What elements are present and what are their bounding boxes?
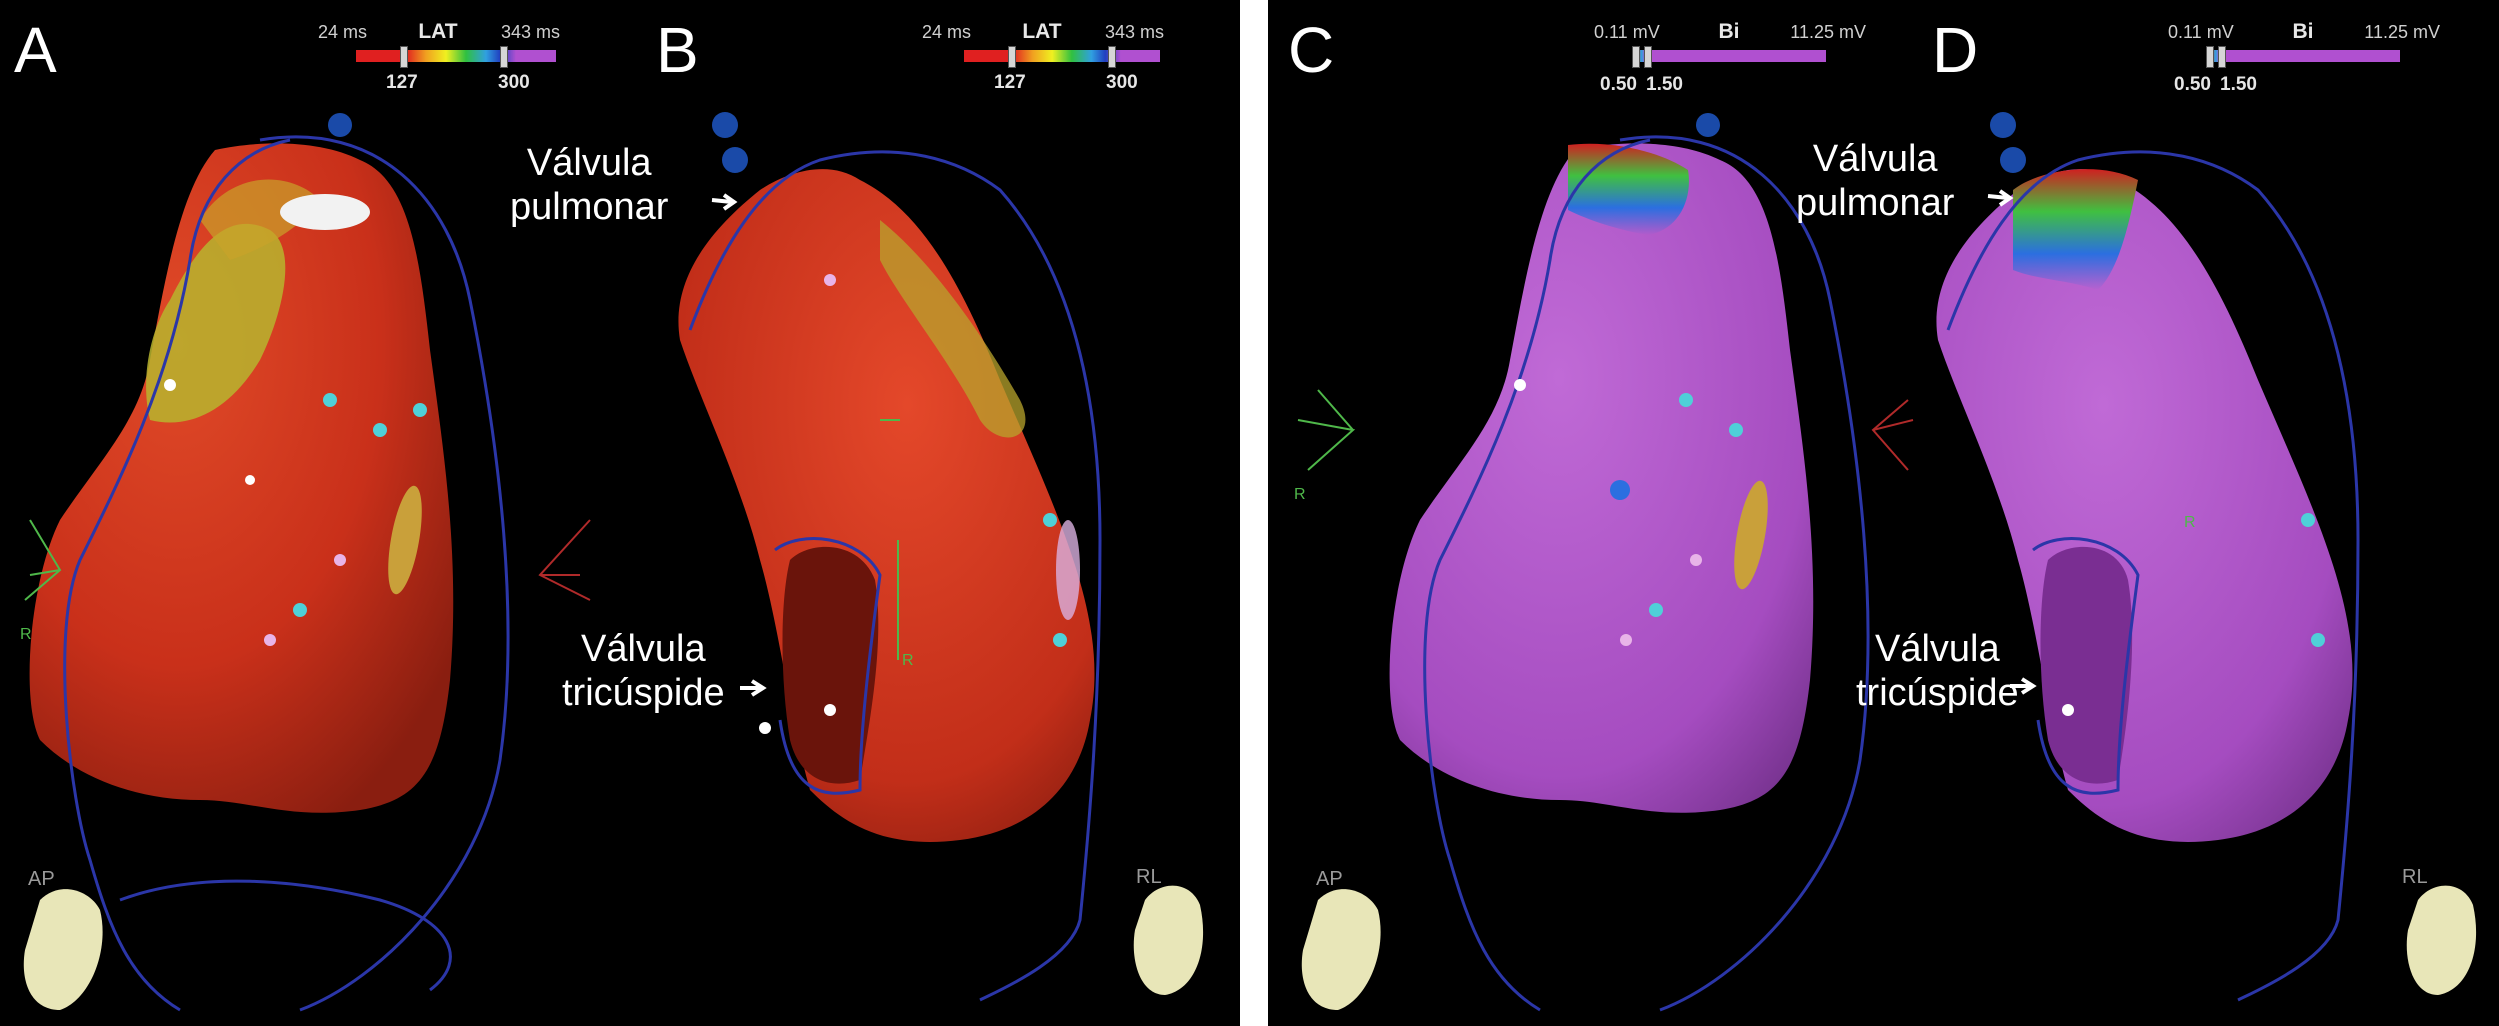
- panel-b-axis-label: R: [902, 652, 914, 669]
- panel-a-lat-scale: 24 ms LAT 343 ms 127 300: [318, 20, 560, 112]
- panel-d-bipolar-scale: 0.11 mV Bi 11.25 mV 0.50 1.50: [2168, 20, 2440, 112]
- panel-d-axis-label: R: [2184, 514, 2196, 531]
- scale-max: 11.25 mV: [2364, 22, 2440, 42]
- lat-map-image: [23, 112, 1204, 1012]
- panel-lat-maps: A B 24 ms LAT 343 ms 127 300 24 ms LAT 3…: [0, 0, 1240, 1026]
- label-line-2: pulmonar: [1796, 181, 1955, 224]
- panel-b-pulmonary-valve-label: Válvula pulmonar: [510, 142, 668, 229]
- lat-color-bar: [964, 50, 1160, 62]
- panel-c-orientation-label: AP: [1316, 868, 1343, 890]
- scale-threshold-low: 0.50: [2174, 74, 2211, 95]
- scale-marker-low: [2206, 46, 2214, 68]
- panel-b-anatomy: [678, 150, 1204, 1002]
- scale-threshold-high: 300: [498, 72, 530, 93]
- lat-color-bar: [356, 50, 556, 62]
- bipolar-map-image: [1297, 112, 2477, 1012]
- scale-threshold-low: 127: [386, 72, 418, 93]
- scale-min: 0.11 mV: [1594, 22, 1660, 42]
- panel-c-axis-label: R: [1294, 486, 1306, 503]
- panel-a-anatomy: [23, 135, 591, 1012]
- panel-d-pulmonary-valve-label: Válvula pulmonar: [1796, 138, 1954, 225]
- scale-marker-low: [1008, 46, 1016, 68]
- scale-min: 24 ms: [318, 22, 368, 42]
- panel-d-orientation-label: RL: [2402, 866, 2428, 888]
- panel-d-letter: D: [1932, 14, 1979, 86]
- mapping-points: [1514, 112, 2325, 716]
- panel-c-letter: C: [1288, 14, 1335, 86]
- label-line-1: Válvula: [1812, 138, 1938, 180]
- panel-c-anatomy: [1297, 135, 1870, 1012]
- label-line-2: pulmonar: [510, 185, 669, 228]
- scale-threshold-high: 1.50: [2220, 74, 2257, 95]
- scale-threshold-high: 300: [1106, 72, 1138, 93]
- scale-title: LAT: [1022, 20, 1062, 43]
- scale-title: Bi: [2292, 20, 2314, 43]
- scale-marker-high: [500, 46, 508, 68]
- panel-b-letter: B: [656, 14, 699, 86]
- label-line-1: Válvula: [526, 142, 652, 184]
- scale-max: 343 ms: [500, 22, 560, 42]
- label-line-2: tricúspide: [562, 671, 725, 714]
- panel-a-orientation-label: AP: [28, 868, 55, 890]
- bipolar-color-bar: [1634, 50, 1826, 62]
- scale-threshold-low: 127: [994, 72, 1026, 93]
- scale-marker-high: [1108, 46, 1116, 68]
- scale-max: 343 ms: [1104, 22, 1164, 42]
- mapping-points: [164, 112, 1067, 734]
- scale-min: 0.11 mV: [2168, 22, 2234, 42]
- scale-title: LAT: [418, 20, 458, 43]
- scale-threshold-low: 0.50: [1600, 74, 1637, 95]
- scale-marker-high: [2218, 46, 2226, 68]
- scale-threshold-high: 1.50: [1646, 74, 1683, 95]
- scale-title: Bi: [1718, 20, 1740, 43]
- panel-a-letter: A: [14, 14, 57, 86]
- scale-max: 11.25 mV: [1790, 22, 1866, 42]
- label-line-1: Válvula: [1875, 628, 2000, 670]
- scale-marker-low: [1632, 46, 1640, 68]
- panel-d-anatomy: [1871, 150, 2477, 1002]
- panel-d-tricuspid-valve-label: Válvula tricúspide: [1856, 628, 2019, 715]
- scale-min: 24 ms: [922, 22, 972, 42]
- scale-marker-low: [400, 46, 408, 68]
- panel-b-lat-scale: 24 ms LAT 343 ms 127 300: [922, 20, 1164, 112]
- panel-a-axis-label: R: [20, 626, 32, 643]
- bipolar-color-bar: [2208, 50, 2400, 62]
- panel-bipolar-maps: C D 0.11 mV Bi 11.25 mV 0.50 1.50 0.11 m…: [1268, 0, 2499, 1026]
- label-line-1: Válvula: [581, 628, 706, 670]
- panel-c-bipolar-scale: 0.11 mV Bi 11.25 mV 0.50 1.50: [1594, 20, 1866, 112]
- panel-b-tricuspid-valve-label: Válvula tricúspide: [562, 628, 725, 715]
- scale-marker-high: [1644, 46, 1652, 68]
- panel-b-orientation-label: RL: [1136, 866, 1162, 888]
- label-line-2: tricúspide: [1856, 671, 2019, 714]
